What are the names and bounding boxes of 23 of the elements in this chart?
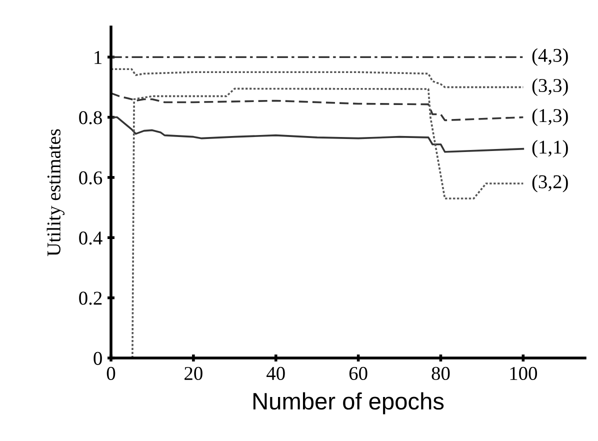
x-tick-label: 20 <box>184 366 202 380</box>
x-tick-label: 60 <box>349 366 368 380</box>
x-axis-title: Number of epochs <box>253 392 444 414</box>
y-tick-label: 1 <box>94 51 102 64</box>
line-series <box>111 116 524 153</box>
y-tick-label: 0.4 <box>79 231 102 245</box>
y-tick-label: 0.8 <box>79 111 102 124</box>
x-tick-label: 80 <box>432 366 450 380</box>
x-tick-label: 100 <box>510 366 538 380</box>
y-tick-label: 0.6 <box>79 171 102 184</box>
series-label: (4,3) <box>532 48 568 66</box>
line-series <box>132 88 524 358</box>
line-series <box>111 92 524 122</box>
series-label: (3,2) <box>532 174 568 192</box>
x-tick-label: 40 <box>266 366 285 380</box>
series-label: (3,3) <box>532 78 568 96</box>
y-axis-title: Utility estimates <box>46 129 64 256</box>
x-tick-label: 0 <box>106 366 116 380</box>
series-label: (1,1) <box>532 140 568 158</box>
series-label: (1,3) <box>532 108 568 126</box>
y-tick-label: 0.2 <box>79 292 102 305</box>
line-series <box>111 68 524 88</box>
y-tick-label: 0 <box>94 352 102 365</box>
